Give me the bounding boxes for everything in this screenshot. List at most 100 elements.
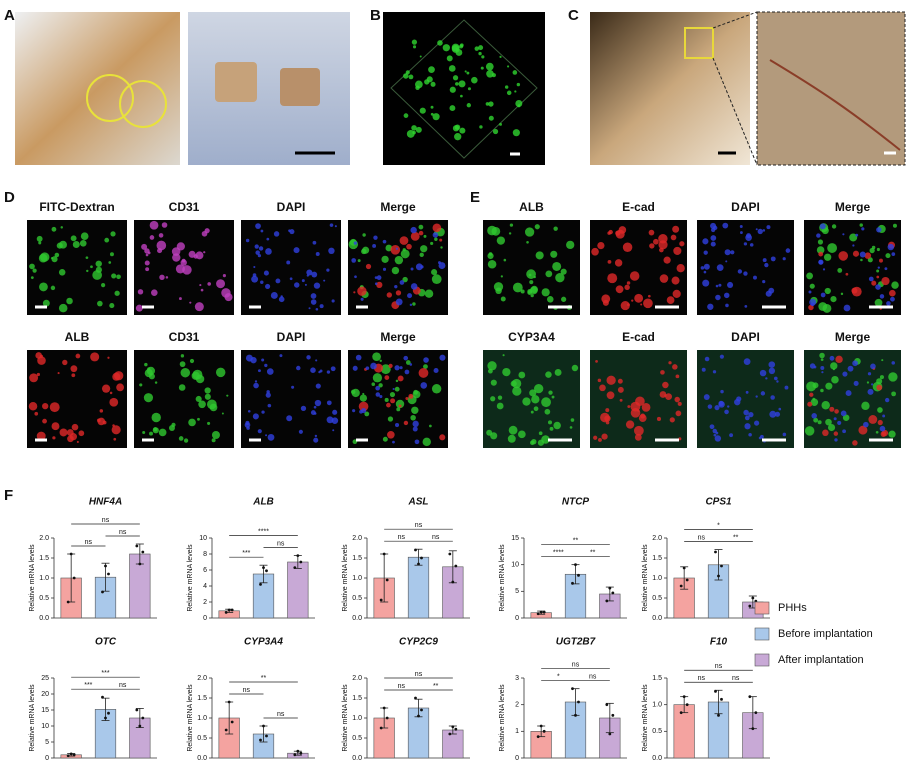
stain (630, 408, 641, 418)
stain (298, 429, 303, 434)
data-point (751, 596, 755, 600)
stain (464, 70, 467, 73)
stain (503, 258, 507, 262)
stain (378, 383, 383, 388)
stain (541, 435, 550, 444)
stain (71, 423, 79, 431)
stain (606, 391, 615, 400)
stain (529, 286, 538, 295)
stain (352, 365, 358, 371)
stain (607, 273, 618, 284)
stain (515, 100, 523, 108)
stain (265, 248, 272, 255)
significance-label: *** (84, 682, 92, 689)
stain (147, 251, 151, 255)
stain (842, 371, 848, 377)
stain (29, 373, 39, 383)
stain (410, 231, 420, 241)
stain (522, 397, 531, 406)
stain (380, 364, 391, 375)
stain (362, 392, 365, 395)
stain (431, 274, 442, 285)
data-point (135, 544, 139, 548)
data-point (101, 695, 104, 699)
stain (744, 304, 748, 308)
stain (410, 267, 414, 271)
stain (876, 378, 883, 385)
stain (876, 227, 882, 233)
stain (405, 360, 411, 365)
data-point (72, 576, 76, 580)
micrograph (241, 350, 341, 448)
y-axis-label: Relative mRNA levels (342, 544, 349, 612)
stain (455, 82, 459, 86)
stain (715, 294, 721, 301)
data-point (138, 724, 142, 728)
stain (488, 115, 494, 121)
data-point (66, 600, 70, 604)
stain (665, 393, 672, 401)
stain (350, 389, 356, 395)
stain (768, 287, 775, 294)
stain (442, 44, 450, 52)
significance-label: ** (733, 534, 739, 541)
stain (633, 425, 644, 436)
stain (291, 385, 295, 389)
stain (70, 235, 77, 242)
stain (188, 418, 196, 427)
data-point (138, 562, 142, 566)
chart-title: UGT2B7 (556, 637, 596, 648)
stain (569, 426, 573, 429)
stain (267, 403, 272, 408)
panel-c-image (590, 11, 906, 166)
stain (372, 352, 381, 362)
significance-label: ns (572, 662, 580, 669)
stain (387, 416, 394, 422)
micrograph (241, 220, 341, 315)
stain (490, 379, 497, 386)
stain (374, 276, 378, 280)
stain (58, 303, 68, 313)
stain (414, 439, 420, 445)
stain (822, 429, 829, 437)
stain (439, 434, 446, 441)
stain (810, 302, 815, 307)
stain (310, 293, 317, 299)
stain (104, 237, 110, 243)
stain (412, 426, 418, 432)
data-point (574, 713, 577, 717)
stain (353, 291, 356, 294)
stain (820, 358, 824, 362)
stain (430, 112, 434, 116)
stain (724, 249, 731, 256)
y-tick-label: 0.5 (197, 735, 207, 742)
micrograph (27, 350, 127, 448)
stain (480, 66, 484, 70)
stain (361, 408, 367, 414)
stain (723, 292, 730, 299)
stain (859, 223, 863, 227)
stain (415, 85, 420, 91)
stain (745, 390, 749, 394)
stain (820, 366, 825, 370)
stain (830, 362, 838, 370)
data-point (141, 550, 145, 554)
stain (743, 242, 748, 246)
y-tick-label: 15 (511, 535, 519, 542)
stain (207, 282, 212, 286)
stain (403, 420, 409, 426)
significance-label: **** (258, 528, 269, 535)
data-point (293, 566, 297, 569)
stain (658, 240, 668, 250)
stain (615, 230, 621, 236)
stain (175, 264, 185, 274)
y-tick-label: 2.0 (652, 535, 662, 542)
micrograph (697, 220, 794, 315)
chart-title: NTCP (562, 497, 590, 508)
stain (531, 439, 537, 445)
stain (518, 430, 526, 439)
y-axis-label: Relative mRNA levels (642, 544, 649, 612)
stain (29, 263, 35, 270)
stain (816, 246, 825, 254)
stain (867, 372, 872, 376)
